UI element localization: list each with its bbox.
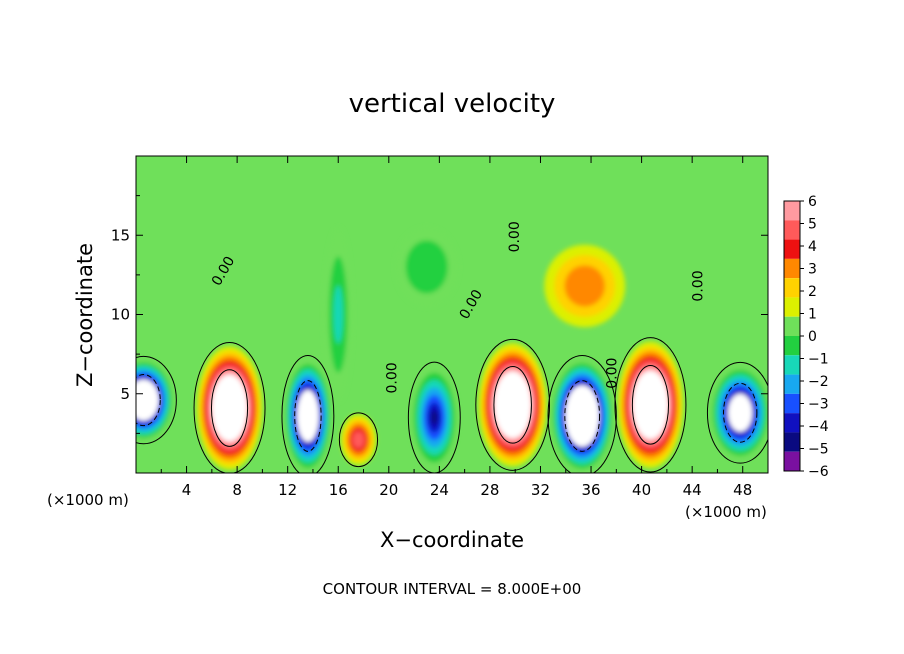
feature-downdraft-10 bbox=[324, 227, 353, 402]
feature-updraft-9 bbox=[544, 244, 626, 328]
contour-inner-4 bbox=[493, 366, 532, 444]
feature-updraft-2 bbox=[340, 414, 377, 466]
feature-downdraft-5 bbox=[550, 358, 614, 473]
contour-inner-8 bbox=[136, 374, 161, 427]
y-axis-ticks: 5 10 15 bbox=[111, 195, 768, 434]
contour-zero-5 bbox=[547, 354, 617, 473]
contour-inner-0 bbox=[210, 369, 249, 447]
colorbar-tick-label: −2 bbox=[808, 374, 829, 390]
x-tick-label: 28 bbox=[480, 481, 499, 499]
colorbar-tick-label: 1 bbox=[808, 307, 817, 323]
contour-inner-5 bbox=[564, 380, 601, 452]
colorbar: 6 5 4 3 2 1 0 −1 −2 −3 −4 −5 −6 bbox=[783, 194, 829, 480]
x-tick-label: 20 bbox=[379, 481, 398, 499]
colorbar-tick-label: −4 bbox=[808, 419, 829, 435]
colorbar-band bbox=[784, 297, 800, 317]
feature-downdraft-1 bbox=[283, 358, 332, 473]
colorbar-band bbox=[784, 316, 800, 336]
colorbar-band bbox=[784, 432, 800, 452]
contour-label: 0.00 bbox=[507, 221, 523, 252]
y-axis-label: Z−coordinate bbox=[73, 243, 97, 387]
y-tick-label: 10 bbox=[111, 306, 130, 324]
colorbar-band bbox=[784, 451, 800, 471]
colorbar-tick-label: −1 bbox=[808, 352, 829, 368]
colorbar-band bbox=[784, 239, 800, 259]
colorbar-band bbox=[784, 278, 800, 298]
colorbar-tick-label: 0 bbox=[808, 329, 817, 345]
feature-downdraft-3 bbox=[410, 365, 459, 470]
x-tick-label: 44 bbox=[683, 481, 702, 499]
colorbar-band bbox=[784, 374, 800, 394]
y-tick-label: 5 bbox=[120, 385, 130, 403]
contour-zero-7 bbox=[706, 361, 768, 464]
feature-updraft-4 bbox=[478, 343, 547, 467]
colorbar-band bbox=[784, 336, 800, 356]
colorbar-tick-label: −6 bbox=[808, 464, 829, 480]
velocity-field bbox=[136, 227, 768, 473]
contour-zero-4 bbox=[475, 338, 551, 471]
colorbar-band bbox=[784, 413, 800, 433]
colorbar-band bbox=[784, 355, 800, 375]
colorbar-band bbox=[784, 201, 800, 221]
contour-zero-0 bbox=[193, 342, 266, 473]
colorbar-band bbox=[784, 393, 800, 414]
feature-updraft-0 bbox=[196, 346, 263, 470]
colorbar-tick-label: −5 bbox=[808, 442, 829, 458]
contour-interval-label: CONTOUR INTERVAL = 8.000E+00 bbox=[323, 580, 582, 598]
contour-inner-7 bbox=[723, 382, 758, 443]
colorbar-tick-label: 5 bbox=[808, 217, 817, 233]
feature-downdraft-8 bbox=[136, 358, 174, 442]
x-unit-label-left: (×1000 m) bbox=[47, 491, 129, 509]
contour-zero-6 bbox=[614, 337, 687, 473]
colorbar-tick-label: 4 bbox=[808, 239, 817, 255]
feature-downdraft-11 bbox=[395, 227, 459, 307]
feature-downdraft-7 bbox=[709, 365, 768, 461]
x-tick-label: 40 bbox=[632, 481, 651, 499]
colorbar-tick-label: 2 bbox=[808, 284, 817, 300]
x-axis-ticks: 4 8 12 16 20 24 28 32 36 40 44 48 bbox=[160, 156, 752, 499]
contour-zero-1 bbox=[281, 354, 335, 473]
contour-zero-2 bbox=[338, 412, 379, 468]
chart-title: vertical velocity bbox=[349, 89, 556, 119]
contour-zero-8 bbox=[136, 355, 177, 445]
x-tick-label: 32 bbox=[531, 481, 550, 499]
colorbar-tick-label: 3 bbox=[808, 262, 817, 278]
x-tick-label: 12 bbox=[278, 481, 297, 499]
colorbar-tick-label: −3 bbox=[808, 397, 829, 413]
x-axis-label: X−coordinate bbox=[380, 528, 524, 552]
colorbar-tick-label: 6 bbox=[808, 194, 817, 210]
x-tick-label: 36 bbox=[581, 481, 600, 499]
colorbar-band bbox=[784, 220, 800, 240]
contour-inner-1 bbox=[294, 380, 322, 452]
zero-contours bbox=[136, 337, 768, 473]
y-tick-label: 15 bbox=[111, 226, 130, 244]
contour-label: 0.00 bbox=[690, 270, 706, 301]
colorbar-band bbox=[784, 258, 800, 279]
x-tick-label: 24 bbox=[430, 481, 449, 499]
contour-label: 0.00 bbox=[384, 362, 400, 393]
contour-label: 0.00 bbox=[604, 358, 620, 389]
feature-updraft-6 bbox=[617, 341, 684, 469]
contour-inner-6 bbox=[631, 365, 670, 445]
x-tick-label: 8 bbox=[232, 481, 242, 499]
x-tick-label: 48 bbox=[733, 481, 752, 499]
x-tick-label: 16 bbox=[329, 481, 348, 499]
x-tick-label: 4 bbox=[182, 481, 192, 499]
plot-area: 0.000.000.000.000.000.00 bbox=[136, 156, 768, 473]
x-unit-label-right: (×1000 m) bbox=[685, 503, 767, 521]
